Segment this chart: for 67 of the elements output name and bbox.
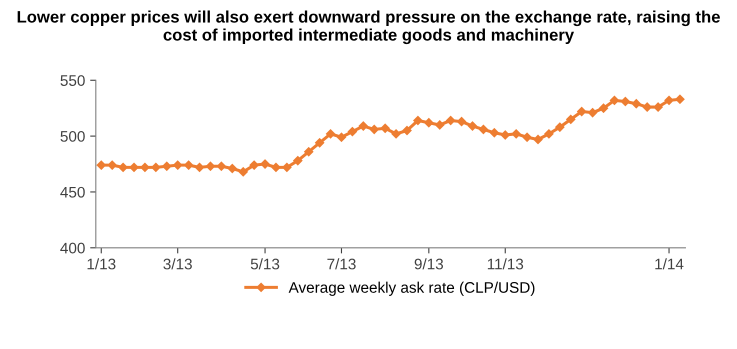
x-tick-label: 5/13: [250, 258, 280, 270]
point: [555, 122, 564, 132]
point: [642, 102, 652, 112]
point: [194, 162, 204, 172]
point: [490, 128, 499, 138]
y-tick-label: 550: [60, 75, 85, 86]
point: [391, 129, 401, 138]
point: [456, 116, 466, 126]
x-tick-label: 1/13: [88, 258, 116, 270]
point: [424, 118, 434, 128]
point: [446, 116, 456, 126]
point: [380, 124, 390, 133]
x-tick-label: 1/14: [655, 258, 684, 270]
point: [228, 164, 237, 174]
point: [238, 167, 248, 176]
point: [544, 129, 554, 138]
point: [140, 162, 150, 172]
point: [271, 162, 281, 172]
point: [435, 120, 444, 130]
point: [336, 132, 346, 142]
x-tick-label: 9/13: [414, 258, 444, 270]
point: [577, 106, 586, 116]
point: [358, 121, 368, 131]
point: [151, 162, 160, 172]
point: [315, 138, 324, 148]
point: [108, 160, 117, 170]
point: [664, 96, 674, 105]
point: [206, 162, 216, 171]
point: [250, 160, 259, 170]
point: [413, 116, 423, 126]
point: [129, 162, 139, 172]
point: [348, 127, 358, 136]
point: [118, 162, 128, 172]
point: [632, 99, 641, 108]
point: [216, 162, 226, 171]
point: [620, 96, 630, 106]
y-tick-label: 500: [60, 130, 85, 142]
x-tick-label: 7/13: [327, 258, 356, 270]
point: [588, 108, 598, 118]
point: [653, 102, 663, 112]
point: [500, 130, 510, 140]
x-tick-label: 3/13: [163, 258, 192, 270]
point: [533, 134, 543, 144]
point: [304, 147, 314, 156]
point: [370, 124, 379, 134]
point: [478, 124, 488, 134]
chart-title: Lower copper prices will also exert downward pressure on the exchange rate, raising the cost of imported intermediate goods and machinery: [18, 10, 720, 44]
point: [260, 159, 270, 169]
point: [402, 126, 412, 136]
point: [326, 129, 336, 138]
point: [522, 132, 532, 142]
point: [282, 162, 292, 172]
point: [566, 114, 576, 124]
point: [184, 160, 194, 170]
y-tick-label: 400: [60, 242, 85, 254]
point: [512, 129, 521, 138]
x-tick-label: 11/13: [488, 258, 524, 270]
point: [173, 160, 182, 170]
point: [610, 96, 620, 105]
point: [162, 162, 172, 171]
legend-label: Average weekly ask rate (CLP/USD): [288, 282, 534, 296]
point: [675, 94, 685, 104]
point: [598, 104, 608, 113]
point: [293, 156, 302, 166]
point: [468, 121, 478, 131]
y-tick-label: 450: [60, 186, 85, 198]
point: [96, 160, 106, 170]
